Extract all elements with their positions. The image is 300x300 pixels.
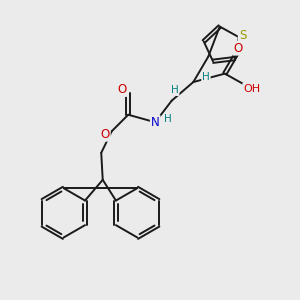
- Text: O: O: [233, 42, 242, 55]
- Text: OH: OH: [243, 84, 260, 94]
- Text: H: H: [202, 72, 210, 82]
- Text: O: O: [100, 128, 110, 141]
- Text: O: O: [117, 83, 126, 96]
- Text: N: N: [151, 116, 160, 129]
- Text: H: H: [171, 85, 178, 95]
- Text: S: S: [239, 29, 246, 42]
- Text: H: H: [164, 114, 172, 124]
